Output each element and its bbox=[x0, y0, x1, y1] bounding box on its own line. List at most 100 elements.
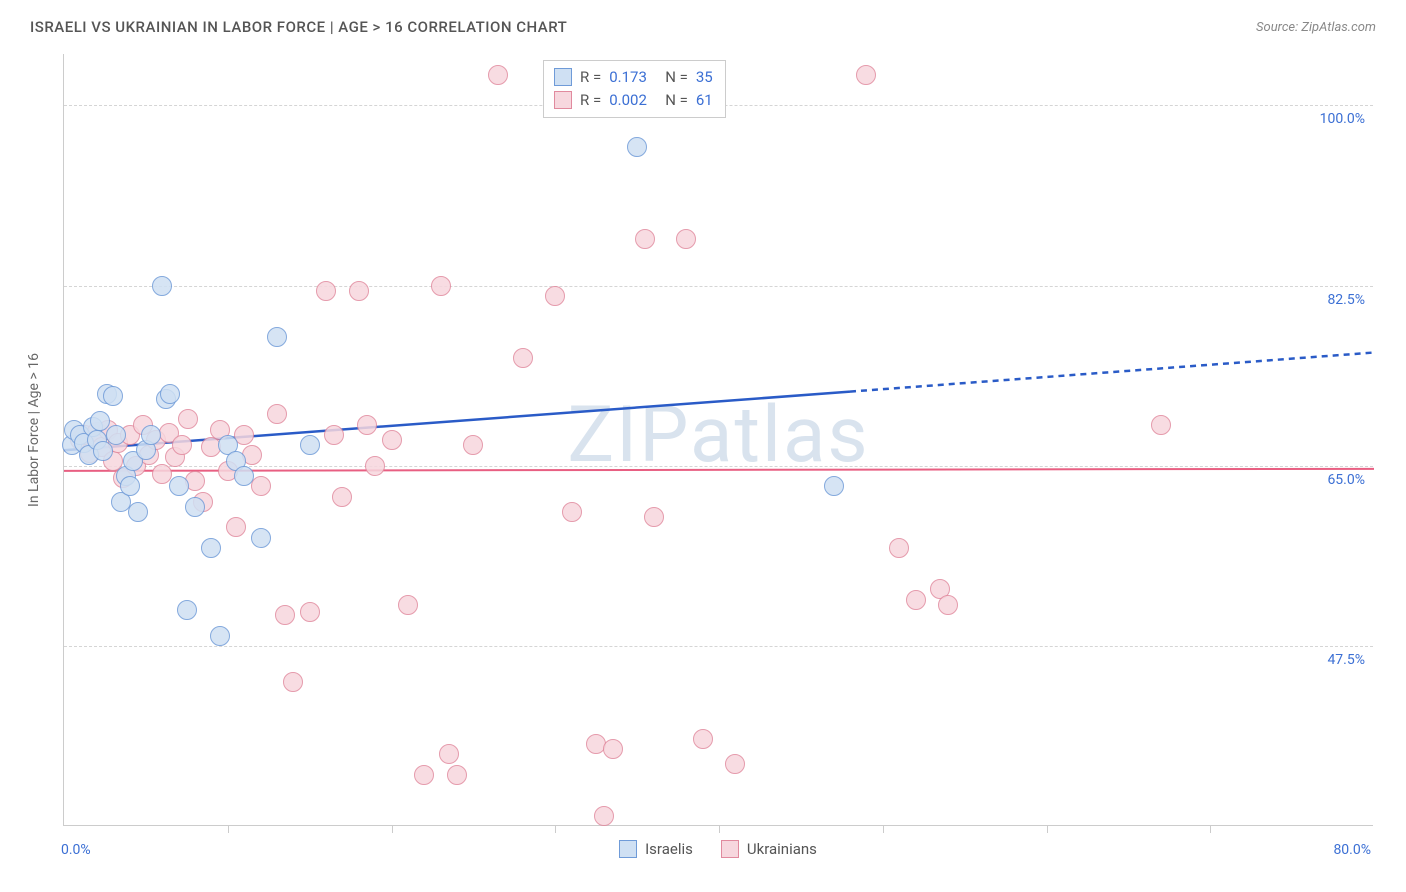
data-point bbox=[725, 754, 745, 774]
title-bar: ISRAELI VS UKRAINIAN IN LABOR FORCE | AG… bbox=[30, 18, 1376, 36]
x-min-label: 0.0% bbox=[61, 842, 91, 858]
data-point bbox=[431, 276, 451, 296]
stats-r-value: 0.173 bbox=[609, 66, 657, 89]
trend-line-extrapolated bbox=[850, 353, 1374, 392]
x-tick bbox=[392, 825, 393, 833]
legend-swatch bbox=[619, 840, 637, 858]
data-point bbox=[93, 441, 113, 461]
stats-r-label: R = bbox=[580, 89, 601, 112]
data-point bbox=[513, 348, 533, 368]
data-point bbox=[693, 729, 713, 749]
data-point bbox=[349, 281, 369, 301]
y-tick-label: 82.5% bbox=[1325, 292, 1367, 308]
data-point bbox=[106, 425, 126, 445]
data-point bbox=[283, 672, 303, 692]
data-point bbox=[824, 476, 844, 496]
data-point bbox=[889, 538, 909, 558]
data-point bbox=[234, 466, 254, 486]
data-point bbox=[627, 137, 647, 157]
series-swatch bbox=[554, 68, 572, 86]
data-point bbox=[463, 435, 483, 455]
data-point bbox=[103, 386, 123, 406]
stats-row: R = 0.173 N = 35 bbox=[554, 66, 713, 89]
data-point bbox=[439, 744, 459, 764]
data-point bbox=[160, 384, 180, 404]
data-point bbox=[267, 404, 287, 424]
stats-n-label: N = bbox=[665, 66, 688, 89]
legend-item: Ukrainians bbox=[721, 840, 817, 858]
data-point bbox=[414, 765, 434, 785]
data-point bbox=[185, 497, 205, 517]
x-tick bbox=[555, 825, 556, 833]
grid-line bbox=[64, 466, 1373, 467]
data-point bbox=[382, 430, 402, 450]
legend: Israelis Ukrainians bbox=[63, 840, 1373, 858]
y-axis-label: In Labor Force | Age > 16 bbox=[26, 353, 42, 507]
stats-n-value: 35 bbox=[696, 66, 713, 89]
data-point bbox=[644, 507, 664, 527]
data-point bbox=[275, 605, 295, 625]
trend-line bbox=[64, 469, 1374, 471]
scatter-plot: ZIPatlas 47.5%65.0%82.5%100.0% bbox=[63, 54, 1373, 826]
data-point bbox=[365, 456, 385, 476]
x-tick bbox=[719, 825, 720, 833]
x-tick bbox=[1047, 825, 1048, 833]
data-point bbox=[938, 595, 958, 615]
data-point bbox=[676, 229, 696, 249]
legend-label: Israelis bbox=[645, 840, 693, 858]
data-point bbox=[128, 502, 148, 522]
source-label: Source: ZipAtlas.com bbox=[1256, 20, 1376, 35]
stats-n-label: N = bbox=[665, 89, 688, 112]
data-point bbox=[210, 626, 230, 646]
data-point bbox=[447, 765, 467, 785]
grid-line bbox=[64, 286, 1373, 287]
data-point bbox=[1151, 415, 1171, 435]
data-point bbox=[635, 229, 655, 249]
data-point bbox=[201, 538, 221, 558]
trend-lines bbox=[64, 54, 1373, 825]
y-tick-label: 47.5% bbox=[1325, 652, 1367, 668]
data-point bbox=[603, 739, 623, 759]
data-point bbox=[120, 476, 140, 496]
data-point bbox=[172, 435, 192, 455]
data-point bbox=[178, 409, 198, 429]
stats-n-value: 61 bbox=[696, 89, 713, 112]
data-point bbox=[856, 65, 876, 85]
data-point bbox=[906, 590, 926, 610]
legend-label: Ukrainians bbox=[747, 840, 817, 858]
y-tick-label: 100.0% bbox=[1318, 111, 1367, 127]
data-point bbox=[152, 276, 172, 296]
data-point bbox=[398, 595, 418, 615]
chart-title: ISRAELI VS UKRAINIAN IN LABOR FORCE | AG… bbox=[30, 18, 567, 36]
x-tick bbox=[228, 825, 229, 833]
data-point bbox=[316, 281, 336, 301]
data-point bbox=[488, 65, 508, 85]
data-point bbox=[300, 435, 320, 455]
data-point bbox=[545, 286, 565, 306]
data-point bbox=[177, 600, 197, 620]
legend-item: Israelis bbox=[619, 840, 693, 858]
data-point bbox=[332, 487, 352, 507]
data-point bbox=[594, 806, 614, 826]
stats-r-label: R = bbox=[580, 66, 601, 89]
x-tick bbox=[883, 825, 884, 833]
data-point bbox=[141, 425, 161, 445]
x-tick bbox=[1210, 825, 1211, 833]
data-point bbox=[300, 602, 320, 622]
legend-swatch bbox=[721, 840, 739, 858]
data-point bbox=[562, 502, 582, 522]
data-point bbox=[251, 528, 271, 548]
series-swatch bbox=[554, 91, 572, 109]
correlation-stats-box: R = 0.173 N = 35 R = 0.002 N = 61 bbox=[543, 60, 726, 118]
plot-area: ZIPatlas 47.5%65.0%82.5%100.0% R =0.173N… bbox=[63, 54, 1373, 826]
data-point bbox=[324, 425, 344, 445]
data-point bbox=[357, 415, 377, 435]
data-point bbox=[226, 517, 246, 537]
stats-r-value: 0.002 bbox=[609, 89, 657, 112]
y-tick-label: 65.0% bbox=[1325, 472, 1367, 488]
x-max-label: 80.0% bbox=[1333, 842, 1371, 858]
grid-line bbox=[64, 646, 1373, 647]
data-point bbox=[169, 476, 189, 496]
data-point bbox=[267, 327, 287, 347]
stats-row: R = 0.002 N = 61 bbox=[554, 89, 713, 112]
